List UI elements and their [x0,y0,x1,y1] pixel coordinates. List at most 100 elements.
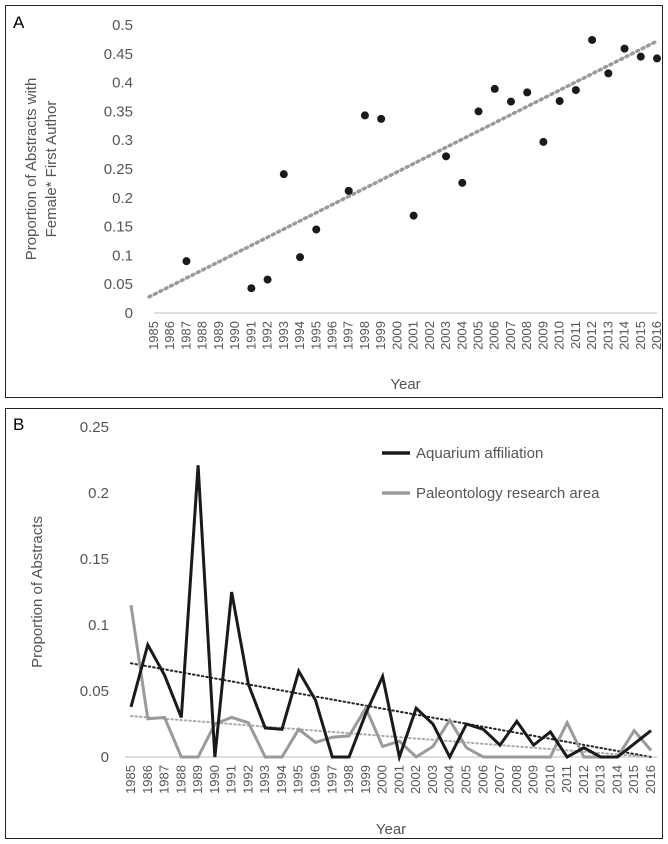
legend-label: Aquarium affiliation [416,445,543,462]
x-tick-label: 2011 [559,765,574,793]
y-tick-label: 0 [101,749,109,766]
x-tick-label: 2002 [422,321,437,350]
x-tick-label: 2016 [649,321,662,350]
x-tick-label: 2003 [425,765,440,794]
data-point [539,137,548,146]
data-point [458,178,467,187]
x-tick-label: 2012 [584,321,599,350]
x-tick-label: 1996 [324,321,339,350]
x-tick-label: 1996 [308,765,323,794]
data-point [247,284,256,293]
x-tick-label: 1988 [173,765,188,794]
panel-label-a: A [13,13,25,32]
data-point [571,86,580,95]
x-tick-label: 2009 [535,321,550,350]
data-point [409,211,418,220]
data-point [604,69,613,78]
y-tick-label: 0.15 [104,219,133,236]
x-tick-label: 2006 [475,765,490,794]
x-tick-label: 1986 [162,321,177,350]
data-point [620,44,629,53]
x-tick-label: 1994 [274,765,289,794]
panel-b: B 0 0.05 0.1 0.15 0.2 0.25 1985 1986 1987 1988 1989… [5,408,663,839]
data-point [296,253,305,262]
y-tick-label: 0.25 [104,161,133,178]
x-tick-label: 1989 [211,321,226,350]
x-tick-label: 2004 [442,765,457,794]
x-tick-label: 1997 [324,765,339,794]
data-point [279,170,288,179]
x-tick-label: 2000 [375,765,390,794]
series-line-aquarium [129,465,652,763]
x-tick-label: 1986 [140,765,155,794]
x-tick-label: 1989 [190,765,205,794]
y-tick-label: 0.45 [104,46,133,63]
y-tick-label: 0.05 [104,276,133,293]
data-point [653,54,661,63]
x-tick-label: 2013 [593,765,608,794]
x-tick-label: 2006 [487,321,502,350]
y-tick-label: 0.25 [80,419,109,436]
y-axis-title: Proportion of Abstracts [29,516,46,668]
data-point [442,152,451,161]
x-tick-label: 2016 [643,765,658,794]
x-tick-label: 2012 [576,765,591,794]
x-tick-label: 1987 [157,765,172,794]
y-tick-label: 0.1 [88,617,109,634]
y-tick-label: 0.1 [112,247,133,264]
x-tick-label: 1987 [178,321,193,350]
x-tick-label: 1997 [341,321,356,350]
chart-b-svg: B 0 0.05 0.1 0.15 0.2 0.25 1985 1986 1987 1988 1989… [13,415,658,838]
x-tick-label: 2002 [408,765,423,794]
x-tick-label: 2001 [406,321,421,350]
x-tick-label: 2014 [617,321,632,350]
x-tick-label: 1990 [227,321,242,350]
x-axis-title: Year [376,821,406,838]
y-tick-label: 0.2 [112,190,133,207]
y-tick-label: 0.05 [80,683,109,700]
data-point [474,107,483,116]
x-tick-label: 1994 [292,321,307,350]
x-tick-label: 1991 [224,765,239,794]
data-point [182,257,191,266]
data-point [377,114,386,123]
x-tick-label: 2011 [568,321,583,349]
data-point [506,97,515,106]
x-tick-label: 2014 [609,765,624,794]
y-axis-title-line: Proportion of Abstracts with [23,78,40,261]
y-tick-label: 0.5 [112,17,133,34]
x-tick-label: 1993 [257,765,272,794]
data-point [636,52,645,61]
x-tick-label: 1992 [240,765,255,794]
y-tick-label: 0.4 [112,75,133,92]
panel-a: A 0 0.05 0.1 0.15 0.2 0.25 0.3 0.35 0.4 0.45 0.5 198… [5,5,663,398]
data-point [312,225,321,234]
y-axis-title: Proportion of Abstracts with Female* Firs… [23,78,60,261]
y-axis-title-line: Female* First Author [43,101,60,238]
trendline-aquarium [130,662,652,758]
data-point [490,84,499,93]
x-tick-label: 1999 [373,321,388,350]
x-tick-label: 1998 [357,321,372,350]
x-tick-label: 2013 [600,321,615,350]
x-tick-label: 2004 [454,321,469,350]
x-tick-label: 2008 [509,765,524,794]
x-tick-label: 2005 [471,321,486,350]
y-tick-label: 0.3 [112,132,133,149]
panel-label-b: B [13,415,24,434]
x-tick-label: 1999 [358,765,373,794]
y-tick-label: 0.2 [88,485,109,502]
x-tick-label: 2005 [458,765,473,794]
series-line-paleontology [129,604,653,759]
x-tick-label: 2001 [391,765,406,794]
legend-label: Paleontology research area [416,485,600,502]
data-point [555,97,564,106]
x-tick-label: 1992 [260,321,275,350]
x-tick-label: 2010 [552,321,567,350]
x-tick-label: 2015 [626,765,641,794]
x-tick-label: 2015 [633,321,648,350]
x-tick-label: 1985 [146,321,161,350]
x-tick-label: 2010 [542,765,557,794]
x-tick-label: 1993 [276,321,291,350]
data-point [588,35,597,44]
